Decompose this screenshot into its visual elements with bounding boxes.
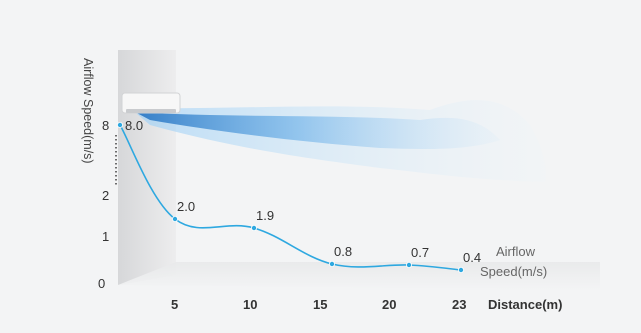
data-point: [171, 215, 178, 222]
data-point: [250, 224, 257, 231]
data-point: [457, 266, 464, 273]
data-label: 0.4: [463, 250, 481, 265]
data-point: [117, 122, 124, 129]
data-label: 8.0: [125, 118, 143, 133]
x-tick-label-15: 15: [313, 297, 327, 312]
x-axis-title: Distance(m): [488, 297, 562, 312]
air-conditioner-vent: [126, 109, 176, 113]
data-label: 1.9: [256, 208, 274, 223]
x-tick-label-23: 23: [452, 297, 466, 312]
wall-panel: [118, 50, 176, 285]
airflow-stream-inner: [135, 112, 500, 150]
y-tick-label-8: 8: [102, 118, 109, 133]
data-label: 0.8: [334, 244, 352, 259]
x-tick-label-20: 20: [382, 297, 396, 312]
y-axis-title: Airflow Speed(m/s): [81, 58, 95, 164]
data-point: [328, 260, 335, 267]
data-label: 0.7: [411, 245, 429, 260]
data-label: 2.0: [177, 199, 195, 214]
data-point: [405, 261, 412, 268]
x-tick-label-5: 5: [171, 297, 178, 312]
y-tick-label-1: 1: [102, 229, 109, 244]
x-tick-label-10: 10: [243, 297, 257, 312]
y-tick-label-2: 2: [102, 188, 109, 203]
floor-plane: [118, 262, 600, 290]
series-annotation: Airflow Speed(m/s): [480, 244, 547, 279]
speed-series: 8.0 2.0 1.9 0.8 0.7 0.4: [117, 118, 481, 273]
y-tick-label-0: 0: [98, 276, 105, 291]
